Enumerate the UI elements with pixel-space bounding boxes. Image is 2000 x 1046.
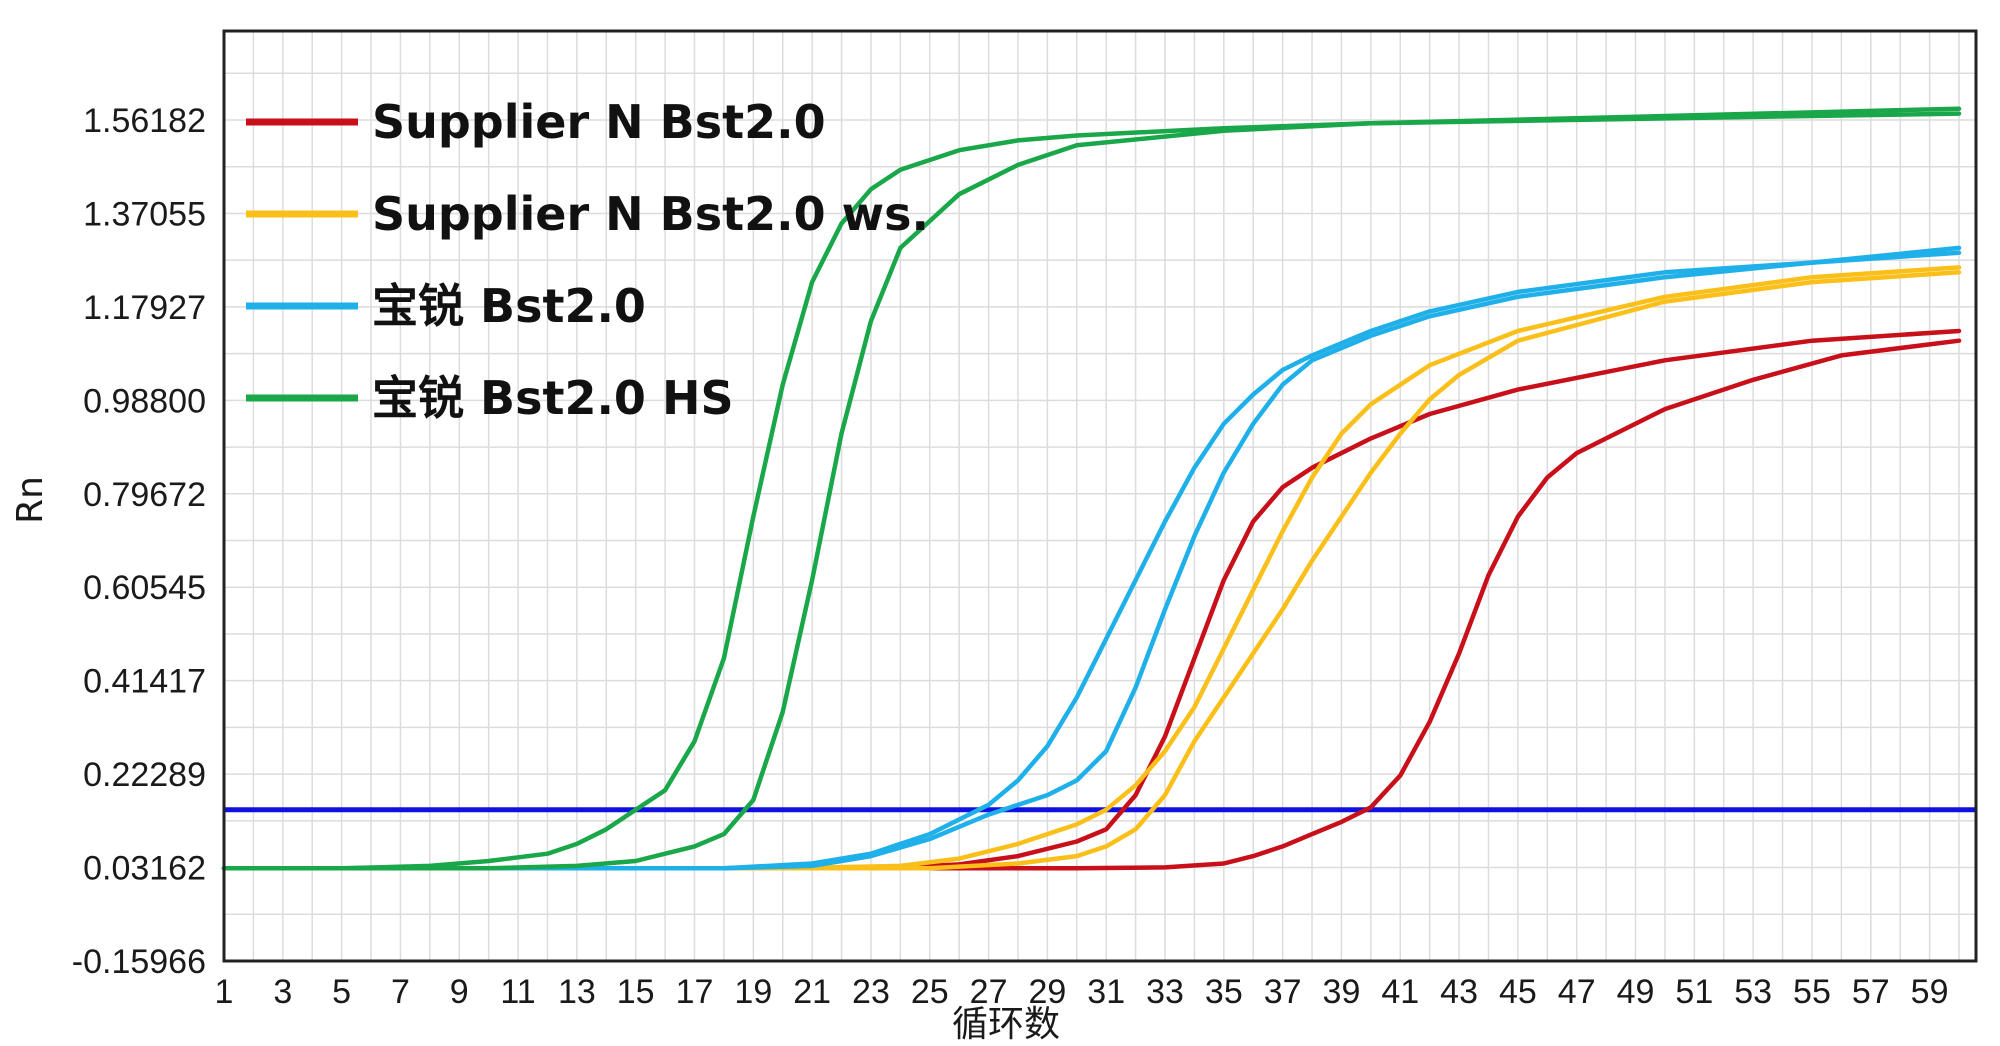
x-tick-label: 53 [1734, 973, 1772, 1011]
x-tick-label: 1 [215, 973, 234, 1011]
series-line [221, 250, 1962, 871]
x-tick-label: 45 [1499, 973, 1537, 1011]
y-tick-label: 0.98800 [83, 382, 206, 420]
x-tick-label: 57 [1852, 973, 1890, 1011]
series-line [221, 265, 1962, 871]
y-tick-label: 0.60545 [83, 569, 206, 607]
x-tick-label: 59 [1911, 973, 1949, 1011]
y-tick-label: 0.03162 [83, 850, 206, 888]
series-line [221, 245, 1962, 871]
x-tick-label: 39 [1323, 973, 1361, 1011]
x-tick-label: 27 [970, 973, 1008, 1011]
y-axis-title: Rn [10, 476, 51, 524]
y-tick-label: 0.41417 [83, 663, 206, 701]
x-tick-label: 25 [911, 973, 949, 1011]
x-tick-label: 49 [1617, 973, 1655, 1011]
x-tick-label: 15 [617, 973, 655, 1011]
x-tick-label: 21 [793, 973, 831, 1011]
y-tick-label: -0.15966 [72, 943, 206, 981]
x-tick-label: 23 [852, 973, 890, 1011]
x-tick-label: 7 [391, 973, 410, 1011]
series-line [221, 111, 1962, 871]
grid [223, 31, 1976, 961]
x-tick-label: 41 [1381, 973, 1419, 1011]
x-tick-label: 55 [1793, 973, 1831, 1011]
x-tick-label: 17 [676, 973, 714, 1011]
x-tick-label: 3 [273, 973, 292, 1011]
y-tick-label: 1.17927 [83, 289, 206, 327]
series-line [221, 270, 1962, 871]
x-tick-label: 13 [558, 973, 596, 1011]
y-tick-label: 1.56182 [83, 102, 206, 140]
legend-label: 宝锐 Bst2.0 [372, 279, 646, 333]
y-tick-label: 0.22289 [83, 756, 206, 794]
y-tick-label: 1.37055 [83, 195, 206, 233]
legend-label: 宝锐 Bst2.0 HS [372, 371, 734, 425]
x-axis-ticks: 1 3 5 7 9 11 13 15 17 19 21 23 25 27 29 31 33 35 37 39 41 43 4… [215, 973, 1949, 1011]
legend-label: Supplier N Bst2.0 ws. [372, 187, 929, 241]
x-tick-label: 11 [500, 973, 535, 1011]
x-tick-label: 5 [332, 973, 351, 1011]
x-tick-label: 33 [1146, 973, 1184, 1011]
x-tick-label: 35 [1205, 973, 1243, 1011]
series-line [221, 106, 1962, 871]
x-tick-label: 51 [1675, 973, 1713, 1011]
legend-label: Supplier N Bst2.0 [372, 95, 826, 149]
x-tick-label: 19 [734, 973, 772, 1011]
legend: Supplier N Bst2.0 Supplier N Bst2.0 ws. 宝锐… [246, 95, 929, 425]
x-tick-label: 31 [1087, 973, 1125, 1011]
x-axis-title: 循环数 [952, 1004, 1060, 1045]
series-line [221, 338, 1962, 871]
x-tick-label: 9 [450, 973, 469, 1011]
plot-frame [222, 29, 1978, 963]
x-tick-label: 29 [1028, 973, 1066, 1011]
y-axis-ticks: -0.15966 0.03162 0.22289 0.41417 0.60545 0.79… [72, 102, 206, 981]
series-layer [221, 106, 1962, 871]
x-tick-label: 43 [1440, 973, 1478, 1011]
y-tick-label: 0.79672 [83, 476, 206, 514]
x-tick-label: 37 [1264, 973, 1302, 1011]
x-tick-label: 47 [1558, 973, 1596, 1011]
